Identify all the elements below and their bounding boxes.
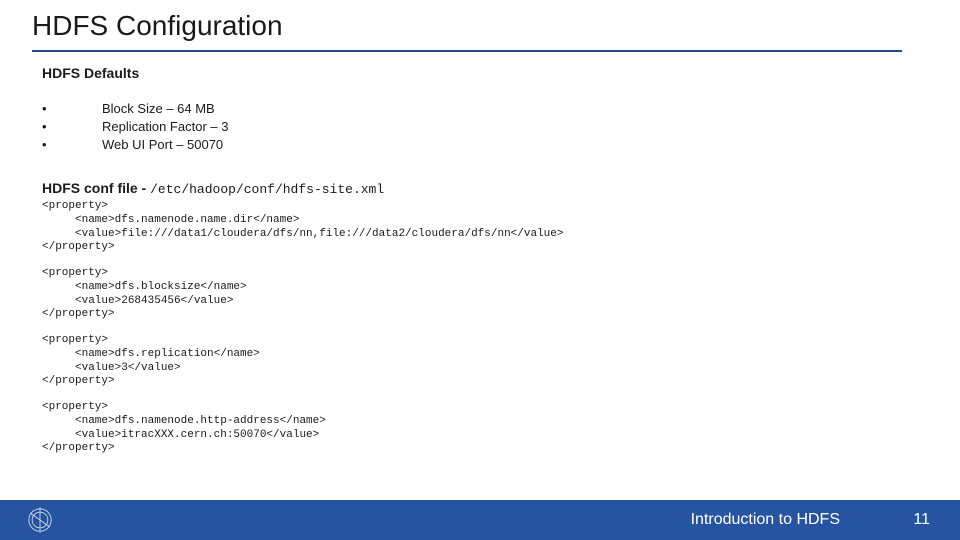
slide-title: HDFS Configuration xyxy=(32,10,283,42)
xml-property: <property> <name>dfs.namenode.name.dir</… xyxy=(42,200,564,255)
bullet-mark: • xyxy=(42,118,102,136)
bullet-item: • Web UI Port – 50070 xyxy=(42,136,228,154)
xml-property: <property> <name>dfs.namenode.http-addre… xyxy=(42,401,564,456)
bullet-mark: • xyxy=(42,136,102,154)
cern-logo-icon xyxy=(26,506,54,534)
defaults-heading: HDFS Defaults xyxy=(42,65,139,81)
conf-file-path: /etc/hadoop/conf/hdfs-site.xml xyxy=(150,182,384,197)
xml-code-blocks: <property> <name>dfs.namenode.name.dir</… xyxy=(42,200,564,468)
bullet-text: Web UI Port – 50070 xyxy=(102,136,223,154)
footer-page-number: 11 xyxy=(913,511,930,529)
defaults-bullet-list: • Block Size – 64 MB • Replication Facto… xyxy=(42,100,228,155)
bullet-text: Block Size – 64 MB xyxy=(102,100,215,118)
bullet-item: • Replication Factor – 3 xyxy=(42,118,228,136)
bullet-item: • Block Size – 64 MB xyxy=(42,100,228,118)
title-underline xyxy=(32,50,902,52)
conf-file-heading: HDFS conf file - /etc/hadoop/conf/hdfs-s… xyxy=(42,180,384,197)
bullet-mark: • xyxy=(42,100,102,118)
footer-bar: Introduction to HDFS 11 xyxy=(0,500,960,540)
footer-title: Introduction to HDFS xyxy=(691,511,840,529)
xml-property: <property> <name>dfs.blocksize</name> <v… xyxy=(42,267,564,322)
xml-property: <property> <name>dfs.replication</name> … xyxy=(42,334,564,389)
bullet-text: Replication Factor – 3 xyxy=(102,118,228,136)
conf-file-prefix: HDFS conf file - xyxy=(42,180,150,196)
